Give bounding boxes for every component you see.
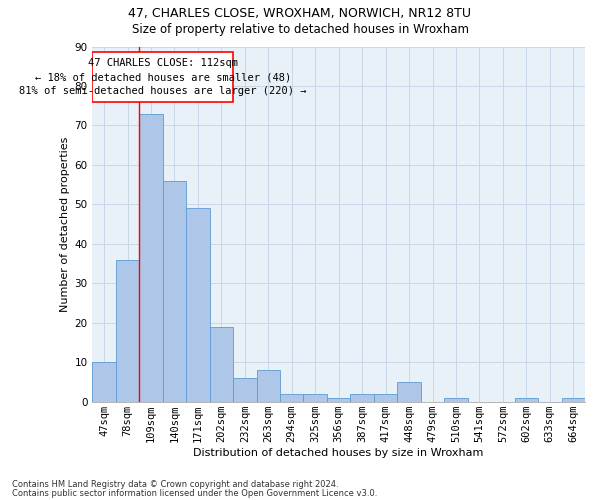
Bar — [327, 398, 350, 402]
Bar — [444, 398, 467, 402]
Text: Contains HM Land Registry data © Crown copyright and database right 2024.: Contains HM Land Registry data © Crown c… — [12, 480, 338, 489]
Bar — [374, 394, 397, 402]
Bar — [233, 378, 257, 402]
Bar — [257, 370, 280, 402]
Bar — [209, 326, 233, 402]
Y-axis label: Number of detached properties: Number of detached properties — [60, 136, 70, 312]
Bar — [186, 208, 209, 402]
Text: Contains public sector information licensed under the Open Government Licence v3: Contains public sector information licen… — [12, 489, 377, 498]
X-axis label: Distribution of detached houses by size in Wroxham: Distribution of detached houses by size … — [193, 448, 484, 458]
Bar — [92, 362, 116, 402]
Bar — [515, 398, 538, 402]
Bar — [116, 260, 139, 402]
Text: 47, CHARLES CLOSE, WROXHAM, NORWICH, NR12 8TU: 47, CHARLES CLOSE, WROXHAM, NORWICH, NR1… — [128, 8, 472, 20]
Bar — [562, 398, 585, 402]
Bar — [280, 394, 304, 402]
Text: 47 CHARLES CLOSE: 112sqm
← 18% of detached houses are smaller (48)
81% of semi-d: 47 CHARLES CLOSE: 112sqm ← 18% of detach… — [19, 58, 307, 96]
Bar — [139, 114, 163, 402]
Bar — [92, 52, 233, 102]
Bar — [163, 180, 186, 402]
Bar — [397, 382, 421, 402]
Text: Size of property relative to detached houses in Wroxham: Size of property relative to detached ho… — [131, 22, 469, 36]
Bar — [304, 394, 327, 402]
Bar — [350, 394, 374, 402]
